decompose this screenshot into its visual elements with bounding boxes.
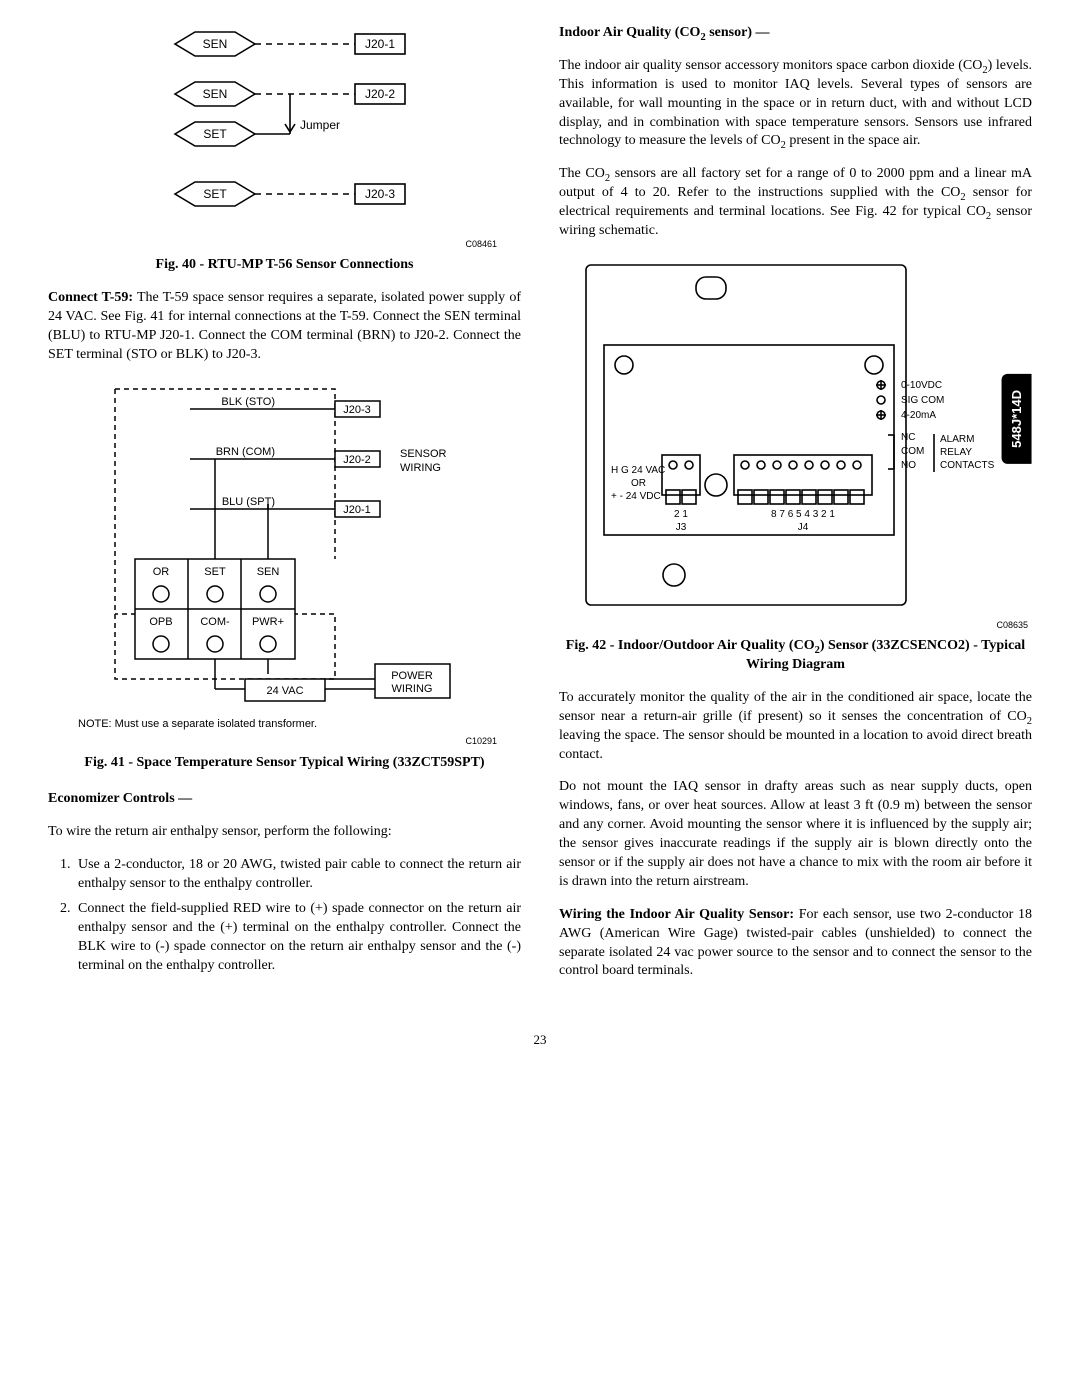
svg-text:J20-2: J20-2: [364, 87, 394, 101]
svg-text:NC: NC: [901, 432, 915, 443]
fig40-code: C08461: [48, 238, 497, 250]
fig42-caption: Fig. 42 - Indoor/Outdoor Air Quality (CO…: [559, 637, 1032, 675]
svg-text:SET: SET: [203, 127, 227, 141]
svg-text:WIRING: WIRING: [391, 683, 432, 695]
svg-text:NO: NO: [901, 460, 916, 471]
figure-40-diagram: SEN J20-1 SEN J20-2 SET Jumper SET J20-3: [105, 24, 465, 234]
svg-text:J20-1: J20-1: [343, 504, 371, 516]
svg-text:J3: J3: [675, 522, 686, 533]
svg-text:OR: OR: [152, 566, 169, 578]
svg-text:4-20mA: 4-20mA: [901, 410, 936, 421]
svg-text:2 1: 2 1: [674, 509, 688, 520]
svg-text:J20-3: J20-3: [343, 404, 371, 416]
svg-text:OR: OR: [631, 478, 646, 489]
svg-text:SEN: SEN: [202, 87, 227, 101]
svg-text:POWER: POWER: [391, 670, 433, 682]
svg-text:24 VAC: 24 VAC: [266, 685, 303, 697]
fig41-code: C10291: [48, 735, 497, 747]
econ-step-2: Connect the field-supplied RED wire to (…: [74, 900, 521, 976]
fig41-caption: Fig. 41 - Space Temperature Sensor Typic…: [48, 754, 521, 773]
economizer-p1: To wire the return air enthalpy sensor, …: [48, 823, 521, 842]
svg-text:PWR+: PWR+: [251, 616, 283, 628]
svg-text:BLK (STO): BLK (STO): [221, 396, 275, 408]
svg-text:J4: J4: [797, 522, 808, 533]
svg-text:BRN (COM): BRN (COM): [215, 446, 274, 458]
svg-text:COM-: COM-: [200, 616, 230, 628]
svg-text:J20-1: J20-1: [364, 37, 394, 51]
svg-text:OPB: OPB: [149, 616, 172, 628]
iaq-wiring-paragraph: Wiring the Indoor Air Quality Sensor: Fo…: [559, 906, 1032, 982]
iaq-heading: Indoor Air Quality (CO2 sensor) —: [559, 24, 1032, 43]
iaq-p1: The indoor air quality sensor accessory …: [559, 57, 1032, 151]
fig41-note: NOTE: Must use a separate isolated trans…: [78, 717, 521, 732]
svg-text:SIG COM: SIG COM: [901, 395, 944, 406]
svg-text:J20-3: J20-3: [364, 187, 394, 201]
iaq-p4: Do not mount the IAQ sensor in drafty ar…: [559, 778, 1032, 891]
connect-t59-paragraph: Connect T-59: The T-59 space sensor requ…: [48, 289, 521, 365]
right-column: Indoor Air Quality (CO2 sensor) — The in…: [559, 24, 1032, 995]
side-tab: 548J*14D: [1002, 374, 1032, 464]
figure-41-diagram: BLK (STO) J20-3 BRN (COM) J20-2 BLU (SPT…: [75, 379, 495, 709]
svg-text:SET: SET: [203, 187, 227, 201]
economizer-heading: Economizer Controls —: [48, 790, 521, 809]
economizer-steps: Use a 2-conductor, 18 or 20 AWG, twisted…: [48, 856, 521, 975]
page-number: 23: [48, 1031, 1032, 1049]
svg-text:SEN: SEN: [202, 37, 227, 51]
fig42-code: C08635: [559, 619, 1028, 631]
svg-text:CONTACTS: CONTACTS: [940, 460, 995, 471]
svg-text:RELAY: RELAY: [940, 447, 972, 458]
svg-text:BLU (SPT): BLU (SPT): [221, 496, 274, 508]
svg-text:SENSOR: SENSOR: [400, 448, 447, 460]
svg-text:H G 24 VAC: H G 24 VAC: [611, 465, 665, 476]
svg-text:SET: SET: [204, 566, 226, 578]
svg-text:0-10VDC: 0-10VDC: [901, 380, 942, 391]
svg-text:SEN: SEN: [256, 566, 279, 578]
svg-text:Jumper: Jumper: [300, 118, 340, 132]
figure-42-diagram: 0-10VDC SIG COM 4-20mA NC COM NO ALARM R…: [576, 255, 1016, 615]
svg-text:COM: COM: [901, 446, 924, 457]
svg-text:ALARM: ALARM: [940, 434, 974, 445]
svg-text:WIRING: WIRING: [400, 462, 441, 474]
left-column: SEN J20-1 SEN J20-2 SET Jumper SET J20-3…: [48, 24, 521, 995]
svg-text:+ - 24 VDC: + - 24 VDC: [611, 491, 661, 502]
econ-step-1: Use a 2-conductor, 18 or 20 AWG, twisted…: [74, 856, 521, 894]
iaq-p2: The CO2 sensors are all factory set for …: [559, 165, 1032, 241]
svg-text:J20-2: J20-2: [343, 454, 371, 466]
iaq-p3: To accurately monitor the quality of the…: [559, 689, 1032, 765]
fig40-caption: Fig. 40 - RTU-MP T-56 Sensor Connections: [48, 256, 521, 275]
svg-text:8 7 6 5 4 3 2 1: 8 7 6 5 4 3 2 1: [771, 509, 835, 520]
